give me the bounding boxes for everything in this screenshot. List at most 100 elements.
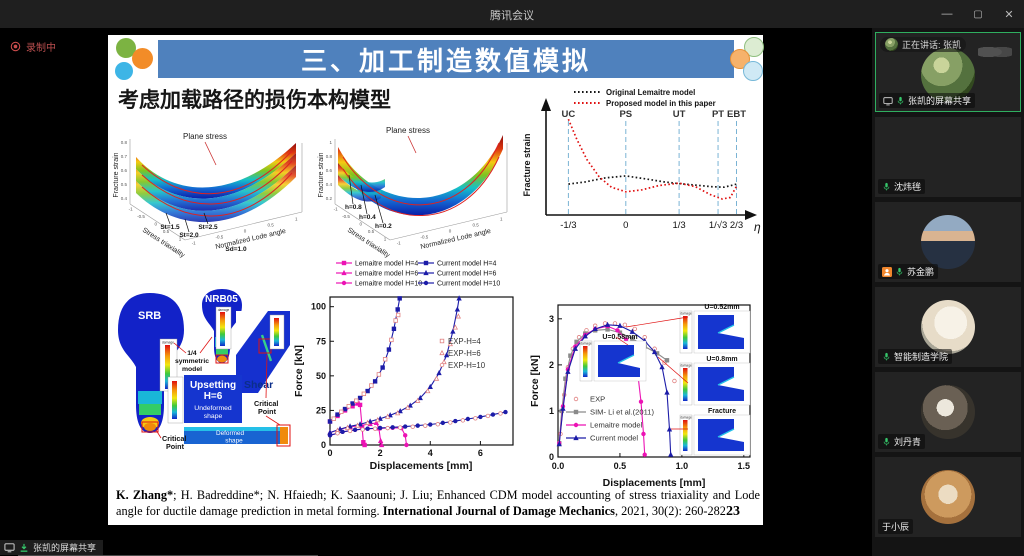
- window-title: 腾讯会议: [490, 10, 534, 22]
- fd2-ylabel: Force [kN]: [529, 355, 541, 407]
- svg-text:Proposed model in this paper: Proposed model in this paper: [606, 99, 716, 108]
- participant-tile[interactable]: 于小辰: [875, 457, 1021, 537]
- participant-name: 刘丹青: [894, 437, 922, 447]
- svg-text:shape: shape: [225, 438, 243, 445]
- participant-name: 于小辰: [882, 522, 910, 532]
- svg-text:100: 100: [311, 302, 326, 312]
- tile-name-bar: 刘丹青: [878, 434, 926, 449]
- svg-text:shape: shape: [204, 413, 223, 420]
- participant-tile[interactable]: 苏金鹏: [875, 202, 1021, 282]
- participant-tile-speaker[interactable]: 正在讲话: 张凯 张凯的屏幕共享: [875, 32, 1021, 112]
- svg-text:H=6: H=6: [204, 391, 223, 402]
- fem-specimens-panel: SRB damage NRB05 damage: [118, 289, 291, 451]
- participants-sidebar[interactable]: 正在讲话: 张凯 张凯的屏幕共享: [872, 28, 1024, 556]
- avatar: [921, 385, 975, 439]
- tile-name-bar: 苏金鹏: [878, 264, 939, 279]
- svg-text:EXP-H=6: EXP-H=6: [448, 349, 481, 358]
- svg-text:2: 2: [549, 360, 554, 370]
- damage-colorbar-label: damage: [162, 341, 174, 345]
- recording-icon: [10, 41, 21, 52]
- svg-text:1: 1: [384, 236, 387, 241]
- participant-name: 张凯的屏幕共享: [908, 96, 972, 106]
- damage-colorbar-label: damage: [218, 308, 230, 312]
- svg-text:0.7: 0.7: [121, 154, 128, 159]
- slide-banner: 三、加工制造数值模拟: [158, 40, 734, 78]
- svg-text:0.6: 0.6: [326, 168, 333, 173]
- svg-text:0.5: 0.5: [163, 229, 170, 234]
- participant-tile[interactable]: 沈炜毪: [875, 117, 1021, 197]
- svg-text:1: 1: [500, 216, 503, 221]
- force-displacement-chart-h: Force [kN] Displacements [mm] 0 2 4 6 0 25 50 7…: [293, 261, 514, 472]
- slide-title: 三、加工制造数值模拟: [300, 45, 591, 76]
- citation-text: K. Zhang*; H. Badreddine*; N. Hfaiedh; K…: [116, 487, 760, 522]
- svg-text:1: 1: [329, 140, 332, 145]
- svg-text:0.5: 0.5: [368, 229, 375, 234]
- y-axis-label: Normalized Lode angle: [420, 228, 492, 251]
- host-badge-icon: [882, 266, 892, 277]
- svg-text:0: 0: [321, 440, 326, 450]
- upsetting-label: Upsetting H=6 Undeformed shape: [190, 380, 236, 420]
- svg-text:0.5: 0.5: [268, 222, 275, 227]
- mic-icon: [883, 437, 890, 446]
- svg-text:-1: -1: [129, 207, 133, 212]
- svg-text:Lemaitre model H=10: Lemaitre model H=10: [355, 281, 422, 288]
- svg-text:Point: Point: [166, 442, 185, 451]
- svg-text:Fracture: Fracture: [708, 408, 736, 415]
- tile-name-bar: 智能制造学院: [878, 349, 953, 364]
- fs-xlabel: η: [754, 220, 761, 234]
- recording-indicator: 录制中: [10, 39, 56, 54]
- svg-text:1: 1: [295, 216, 298, 221]
- page-number: 23: [725, 504, 740, 520]
- speaker-mini-avatar: [885, 38, 898, 51]
- share-label: 张凯的屏幕共享: [33, 543, 97, 553]
- svg-text:damage: damage: [580, 341, 592, 345]
- svg-text:Current model: Current model: [590, 434, 638, 443]
- slide-subtitle: 考虑加载路径的损伤本构模型: [118, 88, 391, 112]
- participant-tile[interactable]: 智能制造学院: [875, 287, 1021, 367]
- monitor-icon: [4, 543, 15, 553]
- svg-text:-0.5: -0.5: [215, 235, 223, 240]
- svg-text:Current model H=6: Current model H=6: [437, 271, 496, 278]
- clap-reaction-graphic: [978, 43, 1012, 61]
- svg-text:6: 6: [478, 448, 483, 458]
- fd2-xlabel: Displacements [mm]: [603, 477, 706, 489]
- speaking-banner: 正在讲话: 张凯: [880, 37, 967, 52]
- svg-text:St=2.5: St=2.5: [198, 224, 218, 231]
- decor-circle-lightblue: [743, 61, 763, 81]
- svg-text:25: 25: [316, 405, 326, 415]
- svg-text:1.0: 1.0: [676, 461, 689, 471]
- svg-text:UC: UC: [562, 109, 576, 120]
- participant-tile[interactable]: 刘丹青: [875, 372, 1021, 452]
- svg-text:Lemaitre model H=4: Lemaitre model H=4: [355, 261, 418, 268]
- svg-text:UT: UT: [673, 109, 686, 120]
- svg-text:-1/3: -1/3: [560, 220, 576, 231]
- surface-red-paths: [141, 150, 293, 217]
- svg-text:Current model H=10: Current model H=10: [437, 281, 500, 288]
- svg-text:symmetric: symmetric: [175, 358, 209, 365]
- mic-icon: [883, 352, 890, 361]
- svg-text:0.6: 0.6: [121, 168, 128, 173]
- svg-text:SIM- Li et al.(2011): SIM- Li et al.(2011): [590, 408, 654, 417]
- svg-text:0.5: 0.5: [473, 222, 480, 227]
- svg-text:2: 2: [378, 448, 383, 458]
- svg-text:Lemaitre model H=6: Lemaitre model H=6: [355, 271, 418, 278]
- participant-name: 智能制造学院: [894, 352, 949, 362]
- avatar: [921, 130, 975, 184]
- svg-text:EXP-H=4: EXP-H=4: [448, 337, 481, 346]
- recording-label: 录制中: [26, 43, 56, 54]
- maximize-icon[interactable]: ▢: [973, 8, 983, 20]
- svg-text:-1: -1: [192, 241, 196, 246]
- svg-text:-0.5: -0.5: [137, 214, 145, 219]
- fs-ylabel: Fracture strain: [522, 133, 532, 196]
- svg-text:4: 4: [428, 448, 433, 458]
- svg-text:Lemaitre model: Lemaitre model: [590, 421, 643, 430]
- mic-icon: [896, 267, 903, 276]
- minimize-icon[interactable]: —: [941, 8, 953, 20]
- close-icon[interactable]: ✕: [1004, 8, 1014, 21]
- svg-text:1.5: 1.5: [738, 461, 751, 471]
- force-displacement-chart-notched: Force [kN] Displacements [mm] 0.0 0.5 1.0 1…: [529, 304, 751, 489]
- avatar: [921, 470, 975, 524]
- decor-circle-lightgreen: [744, 37, 764, 57]
- svg-text:Point: Point: [258, 407, 277, 416]
